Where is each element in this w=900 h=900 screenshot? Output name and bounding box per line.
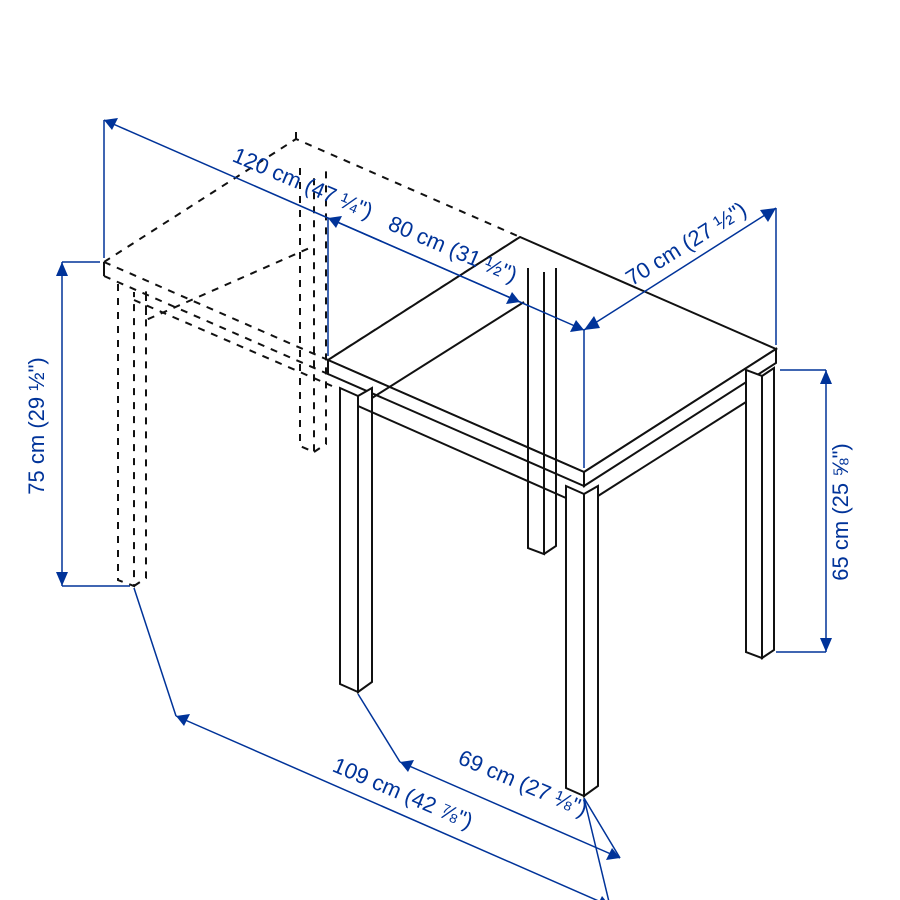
dimension-diagram: 120 cm (47 ¼") 80 cm (31 ½") 70 cm (27 ½… <box>0 0 900 900</box>
leg-back-right <box>746 370 762 658</box>
dim-height-under: 65 cm (25 ⅝") <box>776 370 853 652</box>
leg-front-right <box>566 486 584 796</box>
table-top-surface <box>328 237 776 472</box>
dim-length-extended-label: 120 cm (47 ¼") <box>229 142 377 223</box>
dim-height-total-label: 75 cm (29 ½") <box>24 357 49 494</box>
leg-front-left <box>340 388 358 692</box>
dim-height-total: 75 cm (29 ½") <box>24 262 130 586</box>
extension-edge-front <box>104 262 328 374</box>
dim-depth-label: 70 cm (27 ½") <box>621 197 751 291</box>
dim-height-under-label: 65 cm (25 ⅝") <box>828 443 853 580</box>
ext-apron-back <box>146 246 314 320</box>
ext-leg-fl <box>118 284 134 586</box>
